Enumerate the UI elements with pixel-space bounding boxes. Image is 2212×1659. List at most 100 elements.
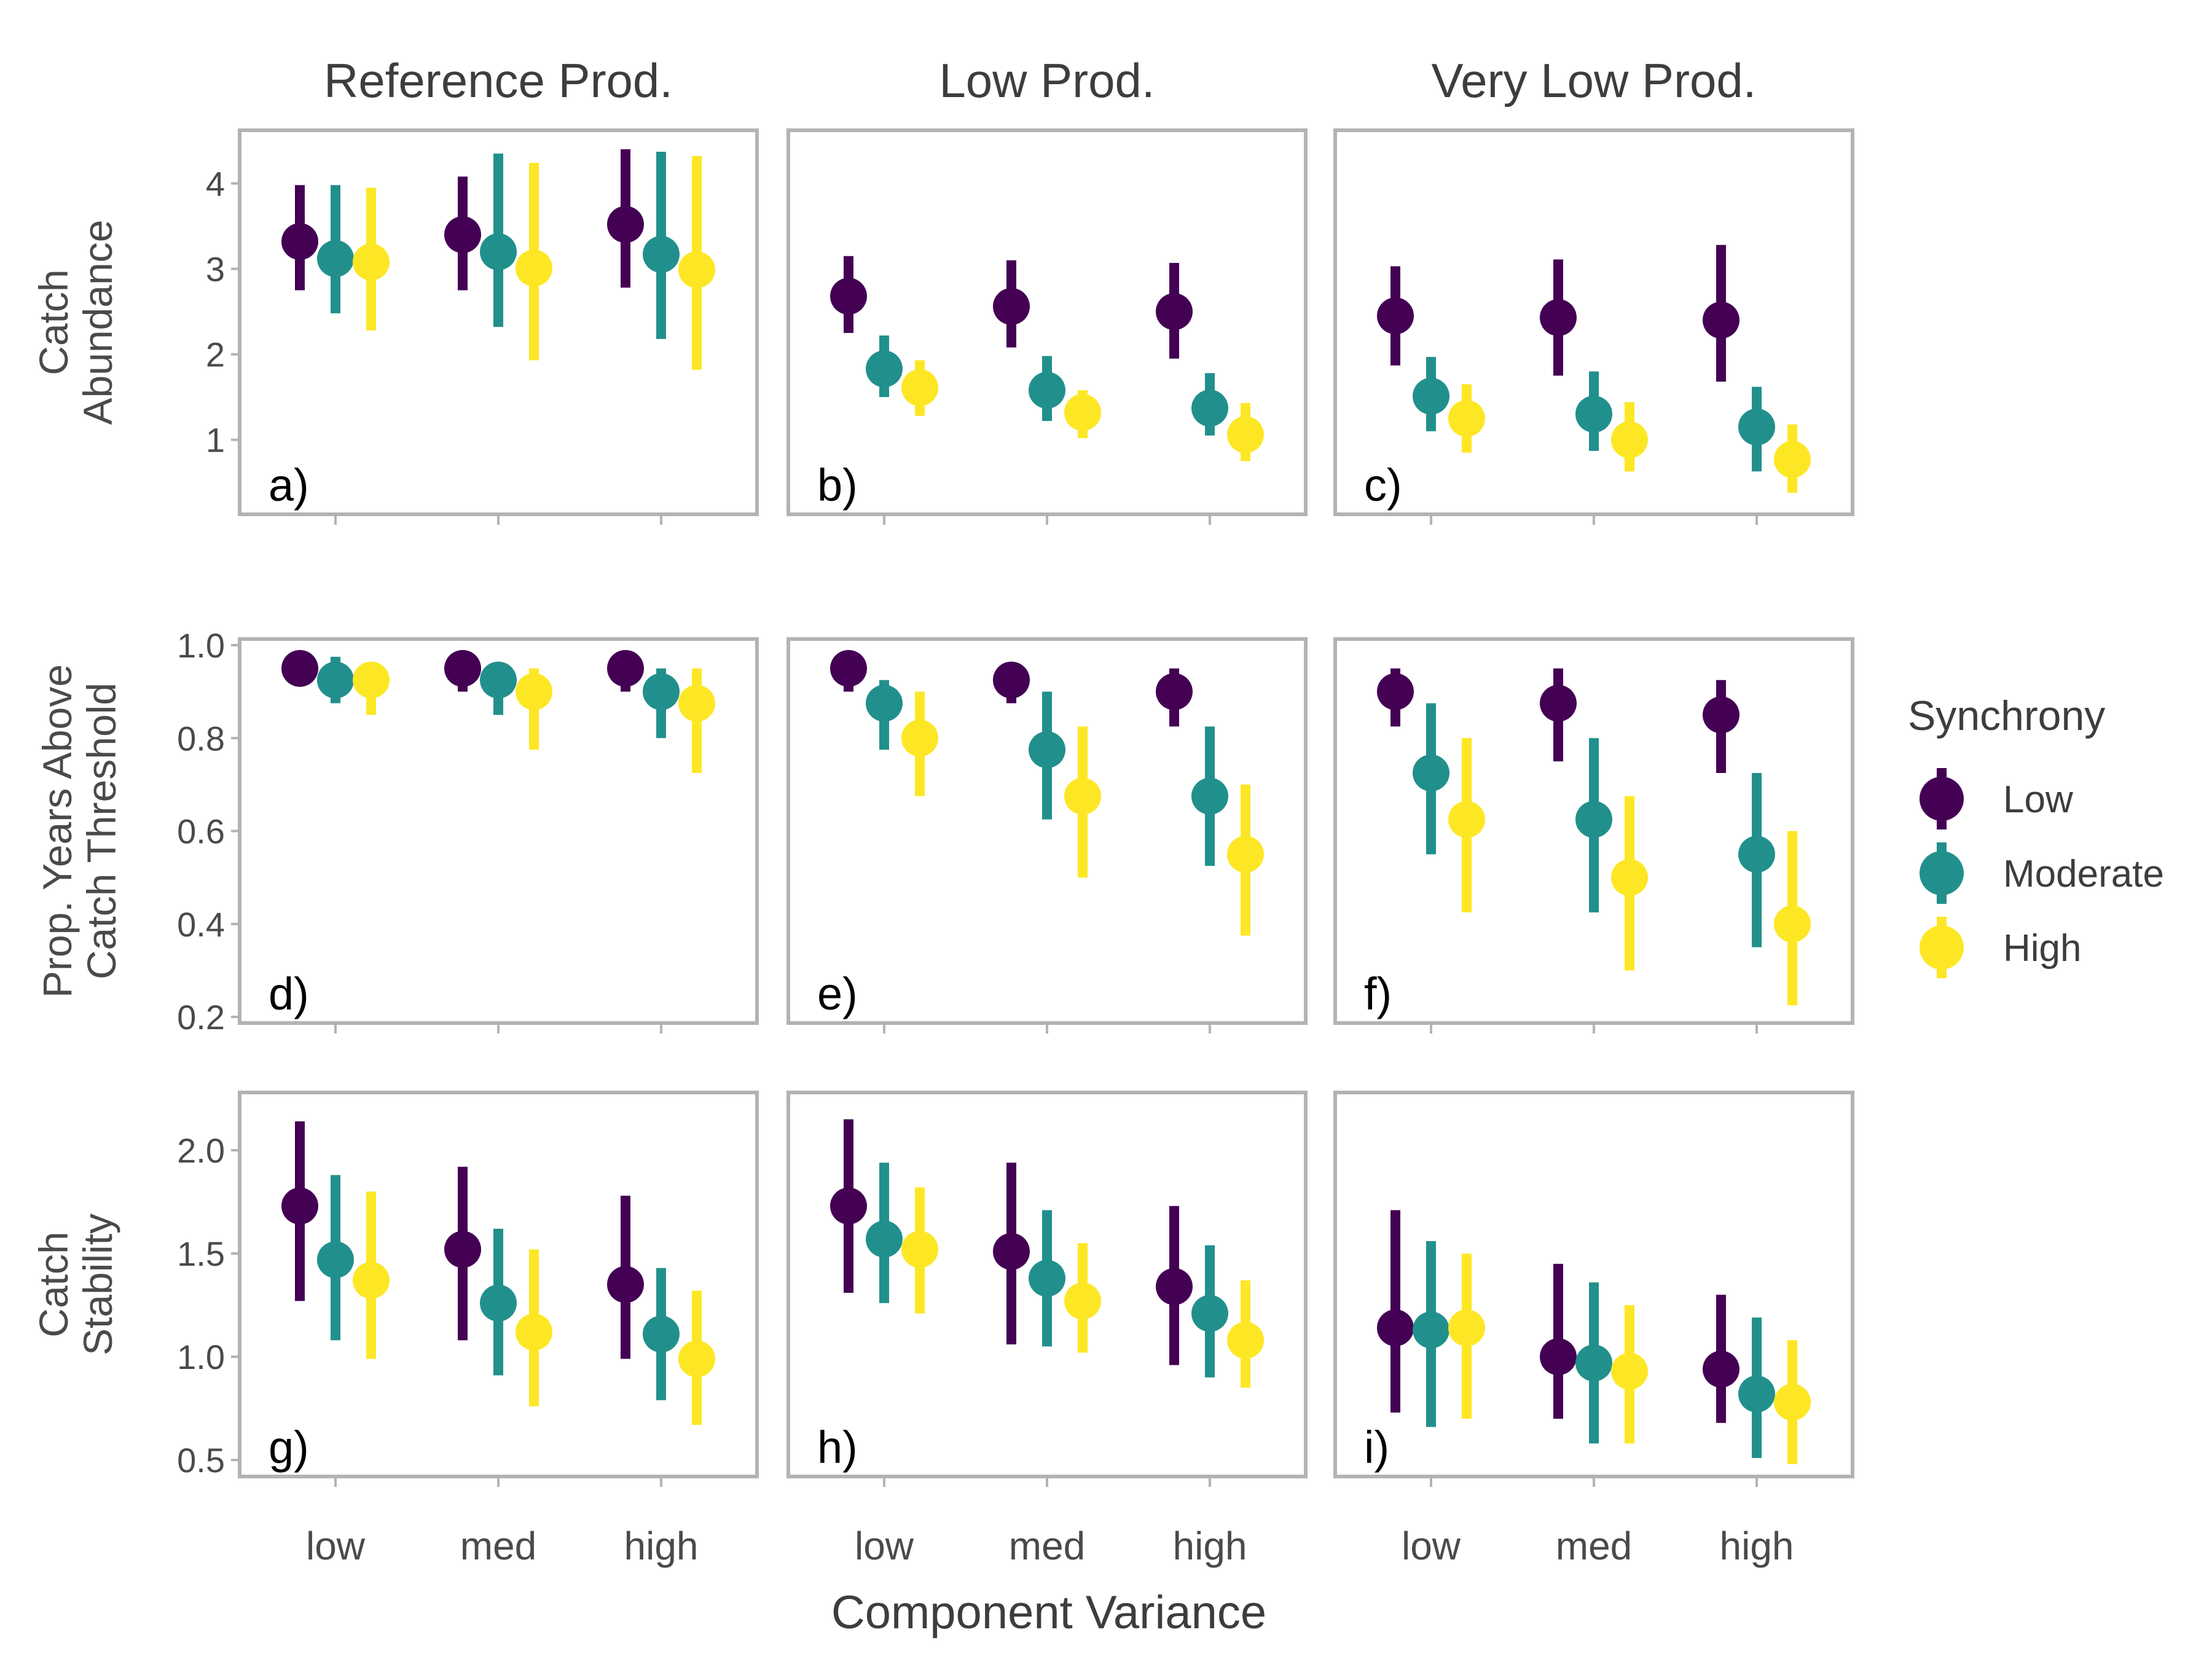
point-moderate-med xyxy=(1575,801,1612,838)
point-low-high xyxy=(1156,293,1193,331)
point-low-high xyxy=(607,1266,644,1303)
point-high-low xyxy=(901,1231,938,1268)
point-moderate-high xyxy=(1738,836,1775,873)
point-low-med xyxy=(444,649,481,687)
point-low-low xyxy=(281,1187,318,1225)
panel-label: b) xyxy=(817,460,858,511)
panel-a: a) xyxy=(238,128,759,516)
point-low-med xyxy=(444,216,481,253)
facet-title-0: Reference Prod. xyxy=(324,53,673,108)
panel-d: d) xyxy=(238,637,759,1025)
legend-label-moderate: Moderate xyxy=(2003,853,2164,895)
y-tick-label: 1 xyxy=(206,421,225,460)
point-high-med xyxy=(1064,1282,1101,1320)
point-moderate-high xyxy=(1191,1295,1228,1332)
point-moderate-med xyxy=(480,1284,517,1322)
x-tick-label-med: med xyxy=(460,1524,537,1568)
point-low-low xyxy=(1377,673,1414,710)
legend-label-high: High xyxy=(2003,927,2082,970)
panel-label: g) xyxy=(269,1422,309,1473)
x-tick-label-high: high xyxy=(624,1524,699,1568)
point-moderate-high xyxy=(1191,777,1228,815)
point-low-low xyxy=(830,1187,867,1225)
panel-c: c) xyxy=(1333,128,1854,516)
point-high-high xyxy=(678,251,715,288)
x-tick-label-high: high xyxy=(1720,1524,1794,1568)
point-high-low xyxy=(353,243,390,281)
point-moderate-high xyxy=(643,235,680,273)
facet-title-1: Low Prod. xyxy=(939,53,1155,108)
point-moderate-high xyxy=(1738,408,1775,445)
point-low-high xyxy=(607,649,644,687)
point-low-med xyxy=(1540,1338,1577,1376)
point-low-low xyxy=(281,649,318,687)
point-low-med xyxy=(993,1233,1030,1270)
point-moderate-low xyxy=(317,240,354,277)
y-axis-label-line: Stability xyxy=(75,1214,120,1355)
legend: Synchrony Low Moderate High xyxy=(1908,692,2164,978)
y-tick-label: 0.2 xyxy=(177,998,225,1037)
point-low-low xyxy=(1377,1309,1414,1347)
y-tick-label: 2.0 xyxy=(177,1131,225,1170)
y-tick-label: 2 xyxy=(206,335,225,374)
point-high-low xyxy=(353,661,390,699)
y-tick-label: 1.0 xyxy=(177,626,225,665)
point-high-low xyxy=(1448,801,1485,838)
point-high-med xyxy=(516,673,552,710)
point-low-low xyxy=(830,278,867,315)
panel-label: c) xyxy=(1364,460,1402,511)
point-moderate-med xyxy=(1029,731,1065,769)
y-axis-label-line: Catch Threshold xyxy=(79,683,124,979)
point-high-high xyxy=(1774,441,1811,478)
point-moderate-high xyxy=(1191,390,1228,427)
point-low-high xyxy=(1703,696,1739,734)
point-moderate-med xyxy=(480,233,517,270)
point-moderate-med xyxy=(1575,396,1612,433)
panel-label: i) xyxy=(1364,1422,1389,1473)
legend-title: Synchrony xyxy=(1908,692,2105,739)
point-high-med xyxy=(516,249,552,287)
point-low-med xyxy=(444,1231,481,1268)
panel-h: h) xyxy=(786,1091,1308,1478)
x-tick-label-med: med xyxy=(1556,1524,1633,1568)
point-low-med xyxy=(1540,684,1577,722)
facet-strips: Reference Prod. Low Prod. Very Low Prod. xyxy=(324,53,1756,108)
point-moderate-low xyxy=(317,1241,354,1279)
point-high-high xyxy=(1774,1384,1811,1421)
x-axis-label: Component Variance xyxy=(831,1586,1266,1639)
point-moderate-low xyxy=(866,350,903,388)
panel-label: d) xyxy=(269,968,309,1019)
point-moderate-med xyxy=(1029,1260,1065,1297)
legend-key-point-high xyxy=(1920,925,1964,970)
panel-g: g) xyxy=(238,1091,759,1478)
point-high-low xyxy=(353,1261,390,1299)
y-tick-label: 4 xyxy=(206,164,225,203)
point-high-med xyxy=(1064,777,1101,815)
panel-b: b) xyxy=(786,128,1308,516)
point-low-low xyxy=(830,649,867,687)
point-moderate-high xyxy=(643,673,680,710)
point-low-high xyxy=(607,206,644,243)
panel-i: i) xyxy=(1333,1091,1854,1478)
point-high-high xyxy=(678,684,715,722)
y-tick-label: 0.6 xyxy=(177,812,225,851)
point-moderate-low xyxy=(866,1220,903,1258)
point-low-high xyxy=(1156,673,1193,710)
panel-label: e) xyxy=(817,968,858,1019)
panel-f: f) xyxy=(1333,637,1854,1025)
point-moderate-low xyxy=(1413,377,1449,415)
y-axis-label-line: Abundance xyxy=(75,220,120,425)
y-tick-label: 3 xyxy=(206,250,225,289)
point-moderate-low xyxy=(866,684,903,722)
panel-e: e) xyxy=(786,637,1308,1025)
y-axis-label-2: CatchStability xyxy=(31,1214,120,1355)
point-moderate-med xyxy=(1029,372,1065,409)
x-tick-label-low: low xyxy=(306,1524,366,1568)
point-high-high xyxy=(1227,1322,1264,1359)
y-tick-label: 1.0 xyxy=(177,1338,225,1376)
panel-label: a) xyxy=(269,460,309,511)
point-high-low xyxy=(1448,1309,1485,1347)
x-tick-label-low: low xyxy=(855,1524,914,1568)
